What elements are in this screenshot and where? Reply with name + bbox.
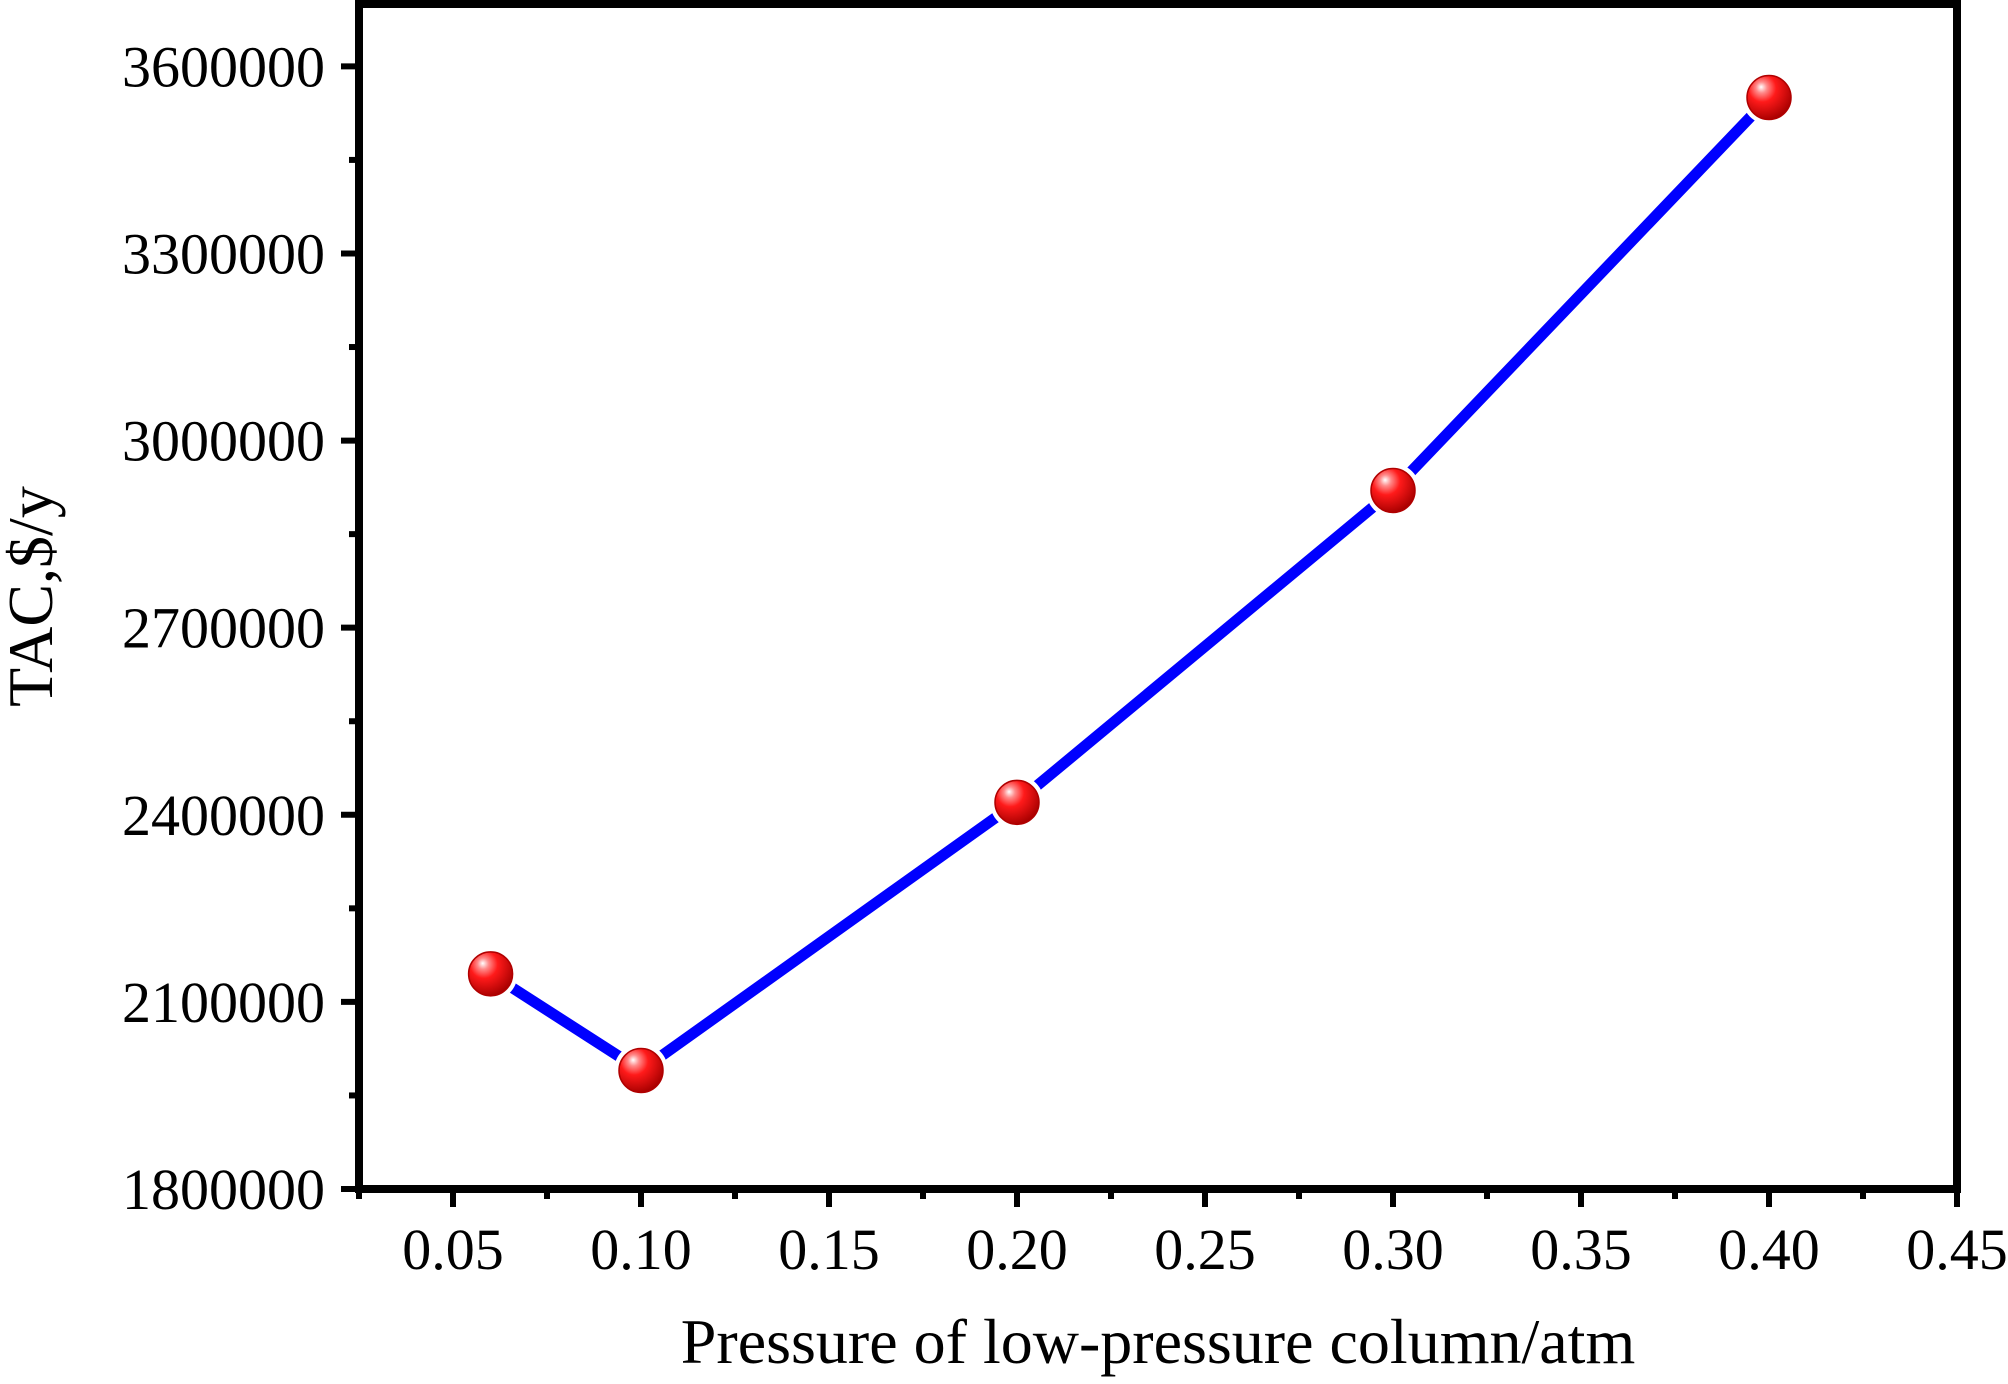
x-tick-label: 0.40 [1718,1217,1820,1282]
series-line-segment [1011,484,1399,808]
x-tick-label: 0.45 [1906,1217,2008,1282]
x-tick-label: 0.25 [1154,1217,1256,1282]
y-tick-label: 3300000 [122,221,325,286]
data-point [1746,74,1792,121]
y-tick-label: 3000000 [122,409,325,474]
x-tick-label: 0.10 [590,1217,692,1282]
x-tick-label: 0.05 [402,1217,504,1282]
data-point [994,779,1040,826]
y-tick-label: 2400000 [122,783,325,848]
series-line-segment [1387,92,1775,496]
x-tick-label: 0.30 [1342,1217,1444,1282]
x-tick-label: 0.35 [1530,1217,1632,1282]
x-tick-label: 0.20 [966,1217,1068,1282]
series-line-segment [635,796,1023,1076]
data-point [467,951,514,997]
y-axis-title: TAC,$/y [0,486,66,707]
y-tick-label: 2100000 [122,970,325,1035]
x-tick-label: 0.15 [778,1217,880,1282]
data-point [618,1047,664,1094]
series-line-segment [485,968,647,1076]
plot-frame [355,0,1961,1193]
x-axis-title: Pressure of low-pressure column/atm [681,1306,1635,1377]
y-tick-label: 1800000 [122,1157,325,1222]
y-tick-label: 3600000 [122,34,325,99]
data-point [1370,467,1416,514]
y-tick-label: 2700000 [122,596,325,661]
